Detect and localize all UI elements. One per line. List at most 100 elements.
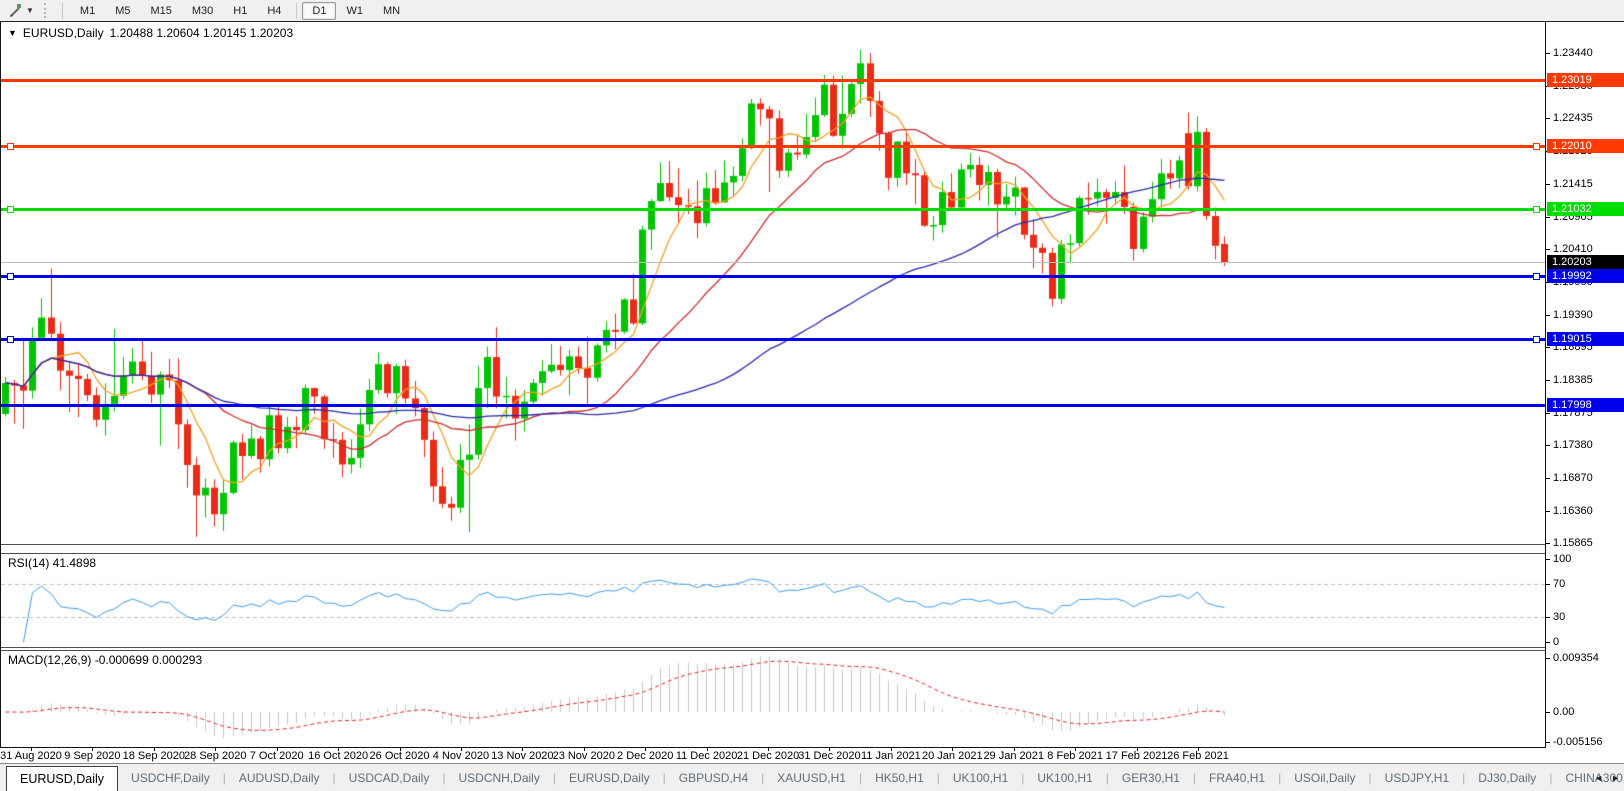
chart-title: ▼ EURUSD,Daily 1.20488 1.20604 1.20145 1… [8,26,293,40]
date-axis-label: 29 Jan 2021 [983,750,1044,762]
chart-tab-3-usdcad-daily[interactable]: USDCAD,Daily [348,770,430,785]
date-tickmark [522,748,523,751]
timeframe-button-m15[interactable]: M15 [150,4,172,17]
timeframe-button-w1[interactable]: W1 [346,4,363,17]
chart-tab-9-uk100-h1[interactable]: UK100,H1 [952,770,1009,785]
tab-separator: | [1549,770,1553,785]
line-anchor-handle[interactable] [7,273,14,280]
date-axis-label: 31 Aug 2020 [0,750,62,762]
date-axis-label: 28 Sep 2020 [184,750,247,762]
tab-scroll-right-icon[interactable]: ► [1611,772,1620,783]
chart-tab-13-usoil-daily[interactable]: USOil,Daily [1294,770,1356,785]
chart-tab-8-hk50-h1[interactable]: HK50,H1 [875,770,924,785]
date-tickmark [891,748,892,751]
timeframe-button-mn[interactable]: MN [382,4,401,17]
chart-tab-1-usdchf-daily[interactable]: USDCHF,Daily [131,770,210,785]
axis-tickmark [1546,642,1550,643]
axis-tickmark [1546,413,1550,414]
chart-tab-10-uk100-h1[interactable]: UK100,H1 [1037,770,1093,785]
date-axis-label: 2 Dec 2020 [617,750,674,762]
horizontal-level-line-1.17998[interactable] [1,404,1545,407]
level-price-tag: 1.19992 [1547,269,1624,283]
horizontal-level-line-1.2201[interactable] [1,145,1545,148]
date-tickmark [829,748,830,751]
axis-tickmark [1546,584,1550,585]
tab-scroll-left-icon[interactable]: ◄ [1594,772,1604,783]
rsi-axis-tick: 0 [1553,636,1560,648]
axis-tickmark [1546,478,1550,479]
price-rsi-divider[interactable] [1,544,1546,545]
price-axis-tick: 1.23440 [1553,47,1593,59]
rsi-panel-top-border [1,553,1546,554]
date-tickmark [707,748,708,751]
rsi-axis-tick: 30 [1553,611,1566,623]
date-axis-label: 11 Dec 2020 [675,750,738,762]
horizontal-level-line-1.19992[interactable] [1,275,1545,278]
date-axis-label: 26 Feb 2021 [1167,750,1229,762]
chart-tab-6-gbpusd-h4[interactable]: GBPUSD,H4 [678,770,749,785]
tab-separator: | [332,770,336,785]
current-price-tag: 1.20203 [1547,255,1624,269]
level-price-tag: 1.17998 [1547,398,1624,412]
toolbar-separator [296,2,298,19]
chart-tab-2-audusd-daily[interactable]: AUDUSD,Daily [238,770,320,785]
horizontal-level-line-1.19015[interactable] [1,338,1545,341]
timeframe-button-m30[interactable]: M30 [191,4,214,17]
price-axis-tick: 1.15865 [1553,537,1593,549]
axis-tickmark [1546,543,1550,544]
date-tickmark [1075,748,1076,751]
chart-tab-15-dj30-daily[interactable]: DJ30,Daily [1478,770,1537,785]
price-axis-tick: 1.18385 [1553,374,1593,386]
chart-window: ▼ EURUSD,Daily 1.20488 1.20604 1.20145 1… [0,22,1624,748]
timeframe-button-d1[interactable]: D1 [302,1,337,20]
chart-tab-5-eurusd-daily[interactable]: EURUSD,Daily [568,770,650,785]
chart-tab-7-xauusd-h1[interactable]: XAUUSD,H1 [777,770,846,785]
chart-cursor-tool[interactable]: ▼ [4,2,38,19]
date-tickmark [645,748,646,751]
line-anchor-handle[interactable] [1533,336,1540,343]
line-anchor-handle[interactable] [7,206,14,213]
chart-tab-0-eurusd-daily[interactable]: EURUSD,Daily [6,766,119,791]
level-price-tag: 1.22010 [1547,139,1624,153]
timeframe-button-h1[interactable]: H1 [233,4,248,17]
axis-tickmark [1546,184,1550,185]
timeframe-button-m5[interactable]: M5 [115,4,131,17]
date-axis-label: 31 Dec 2020 [798,750,861,762]
timeframe-button-m1[interactable]: M1 [79,4,96,17]
price-scale[interactable]: 1.234401.229301.224351.219251.214151.209… [1545,22,1624,748]
time-scale[interactable]: 31 Aug 2020 9 Sep 2020 18 Sep 2020 28 Sep 2… [0,748,1624,763]
chart-tab-12-fra40-h1[interactable]: FRA40,H1 [1209,770,1266,785]
axis-tickmark [1546,445,1550,446]
tab-separator: | [1021,770,1025,785]
line-anchor-handle[interactable] [7,336,14,343]
line-anchor-handle[interactable] [1533,206,1540,213]
date-axis-label: 17 Feb 2021 [1105,750,1168,762]
axis-tickmark [1546,249,1550,250]
timeframe-toolbar: ▼ M1 M5 M15 M30 H1 H4 D1 W1 MN [0,0,1624,22]
axis-tickmark [1546,118,1550,119]
line-anchor-handle[interactable] [1533,143,1540,150]
horizontal-level-line-1.21032[interactable] [1,208,1545,211]
tab-separator: | [662,770,666,785]
rsi-macd-divider[interactable] [1,647,1546,648]
macd-label: MACD(12,26,9) -0.000699 0.000293 [8,653,203,667]
collapse-triangle-icon[interactable]: ▼ [8,28,17,38]
chart-tab-14-usdjpy-h1[interactable]: USDJPY,H1 [1384,770,1450,785]
chart-tab-4-usdcnh-daily[interactable]: USDCNH,Daily [458,770,540,785]
price-chart-canvas[interactable] [1,22,1545,748]
tab-separator: | [442,770,446,785]
line-anchor-handle[interactable] [1533,273,1540,280]
timeframe-button-h4[interactable]: H4 [267,4,282,17]
tab-separator: | [761,770,765,785]
axis-tickmark [1546,712,1550,713]
date-tickmark [768,748,769,751]
chart-tab-11-ger30-h1[interactable]: GER30,H1 [1121,770,1180,785]
line-anchor-handle[interactable] [7,143,14,150]
tab-separator: | [1462,770,1466,785]
chart-tab-16-china300-h1[interactable]: CHINA300,H1 [1565,770,1624,785]
horizontal-level-line-1.23019[interactable] [1,79,1545,82]
date-tickmark [92,748,93,751]
date-tickmark [584,748,585,751]
date-tickmark [1014,748,1015,751]
symbol-period-label: EURUSD,Daily [22,26,104,40]
